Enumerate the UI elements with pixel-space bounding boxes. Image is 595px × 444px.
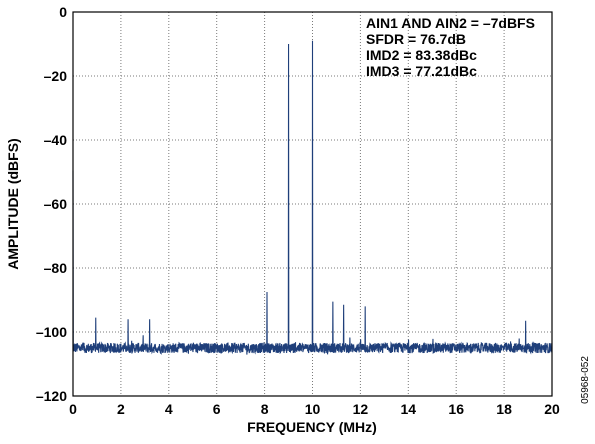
figure-id: 05968-052 <box>580 356 591 404</box>
y-tick-label: –40 <box>44 132 68 148</box>
y-tick-label: –60 <box>44 196 68 212</box>
x-tick-label: 2 <box>117 401 125 417</box>
y-tick-label: –100 <box>36 324 67 340</box>
y-tick-labels: 0 –20 –40 –60 –80 –100 –120 <box>36 4 67 404</box>
annotation-line-3: IMD2 = 83.38dBc <box>366 47 477 63</box>
x-tick-label: 4 <box>165 401 173 417</box>
plot-frame <box>72 11 553 397</box>
x-tick-label: 8 <box>261 401 269 417</box>
annotation-box: AIN1 AND AIN2 = –7dBFS SFDR = 76.7dB IMD… <box>366 15 535 79</box>
spectrum-trace <box>72 40 553 356</box>
annotation-line-1: AIN1 AND AIN2 = –7dBFS <box>366 15 535 31</box>
x-tick-label: 6 <box>213 401 221 417</box>
x-tick-label: 14 <box>401 401 417 417</box>
y-tick-label: 0 <box>59 4 67 20</box>
x-tick-labels: 0 2 4 6 8 10 12 14 16 18 20 <box>69 401 560 417</box>
annotation-line-2: SFDR = 76.7dB <box>366 31 466 47</box>
y-tick-label: –120 <box>36 388 67 404</box>
x-tick-label: 18 <box>496 401 512 417</box>
annotation-line-4: IMD3 = 77.21dBc <box>366 63 477 79</box>
x-tick-label: 12 <box>353 401 369 417</box>
y-axis-title: AMPLITUDE (dBFS) <box>5 138 21 269</box>
x-axis-title: FREQUENCY (MHz) <box>247 419 377 435</box>
y-tick-label: –80 <box>44 260 68 276</box>
spectrum-line <box>72 40 553 356</box>
x-tick-label: 20 <box>544 401 560 417</box>
x-tick-label: 10 <box>305 401 321 417</box>
x-tick-label: 0 <box>69 401 77 417</box>
x-tick-label: 16 <box>448 401 464 417</box>
y-tick-label: –20 <box>44 68 68 84</box>
